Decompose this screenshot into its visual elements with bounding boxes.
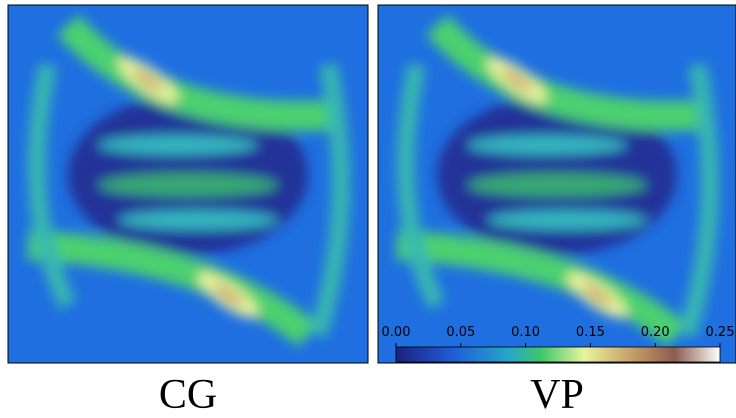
tick-label: 0.20 <box>641 325 670 340</box>
panel-label: VP <box>530 372 584 418</box>
tick-label: 0.00 <box>382 325 411 340</box>
cg-field <box>8 5 368 363</box>
tick-label: 0.15 <box>576 325 605 340</box>
vp-field <box>377 5 736 363</box>
panel-frame <box>7 4 369 364</box>
colorbar <box>395 346 721 363</box>
tick-label: 0.25 <box>706 325 735 340</box>
panel-frame <box>377 4 736 364</box>
panel-label: CG <box>159 372 217 418</box>
tick-label: 0.05 <box>446 325 475 340</box>
tick-label: 0.10 <box>511 325 540 340</box>
